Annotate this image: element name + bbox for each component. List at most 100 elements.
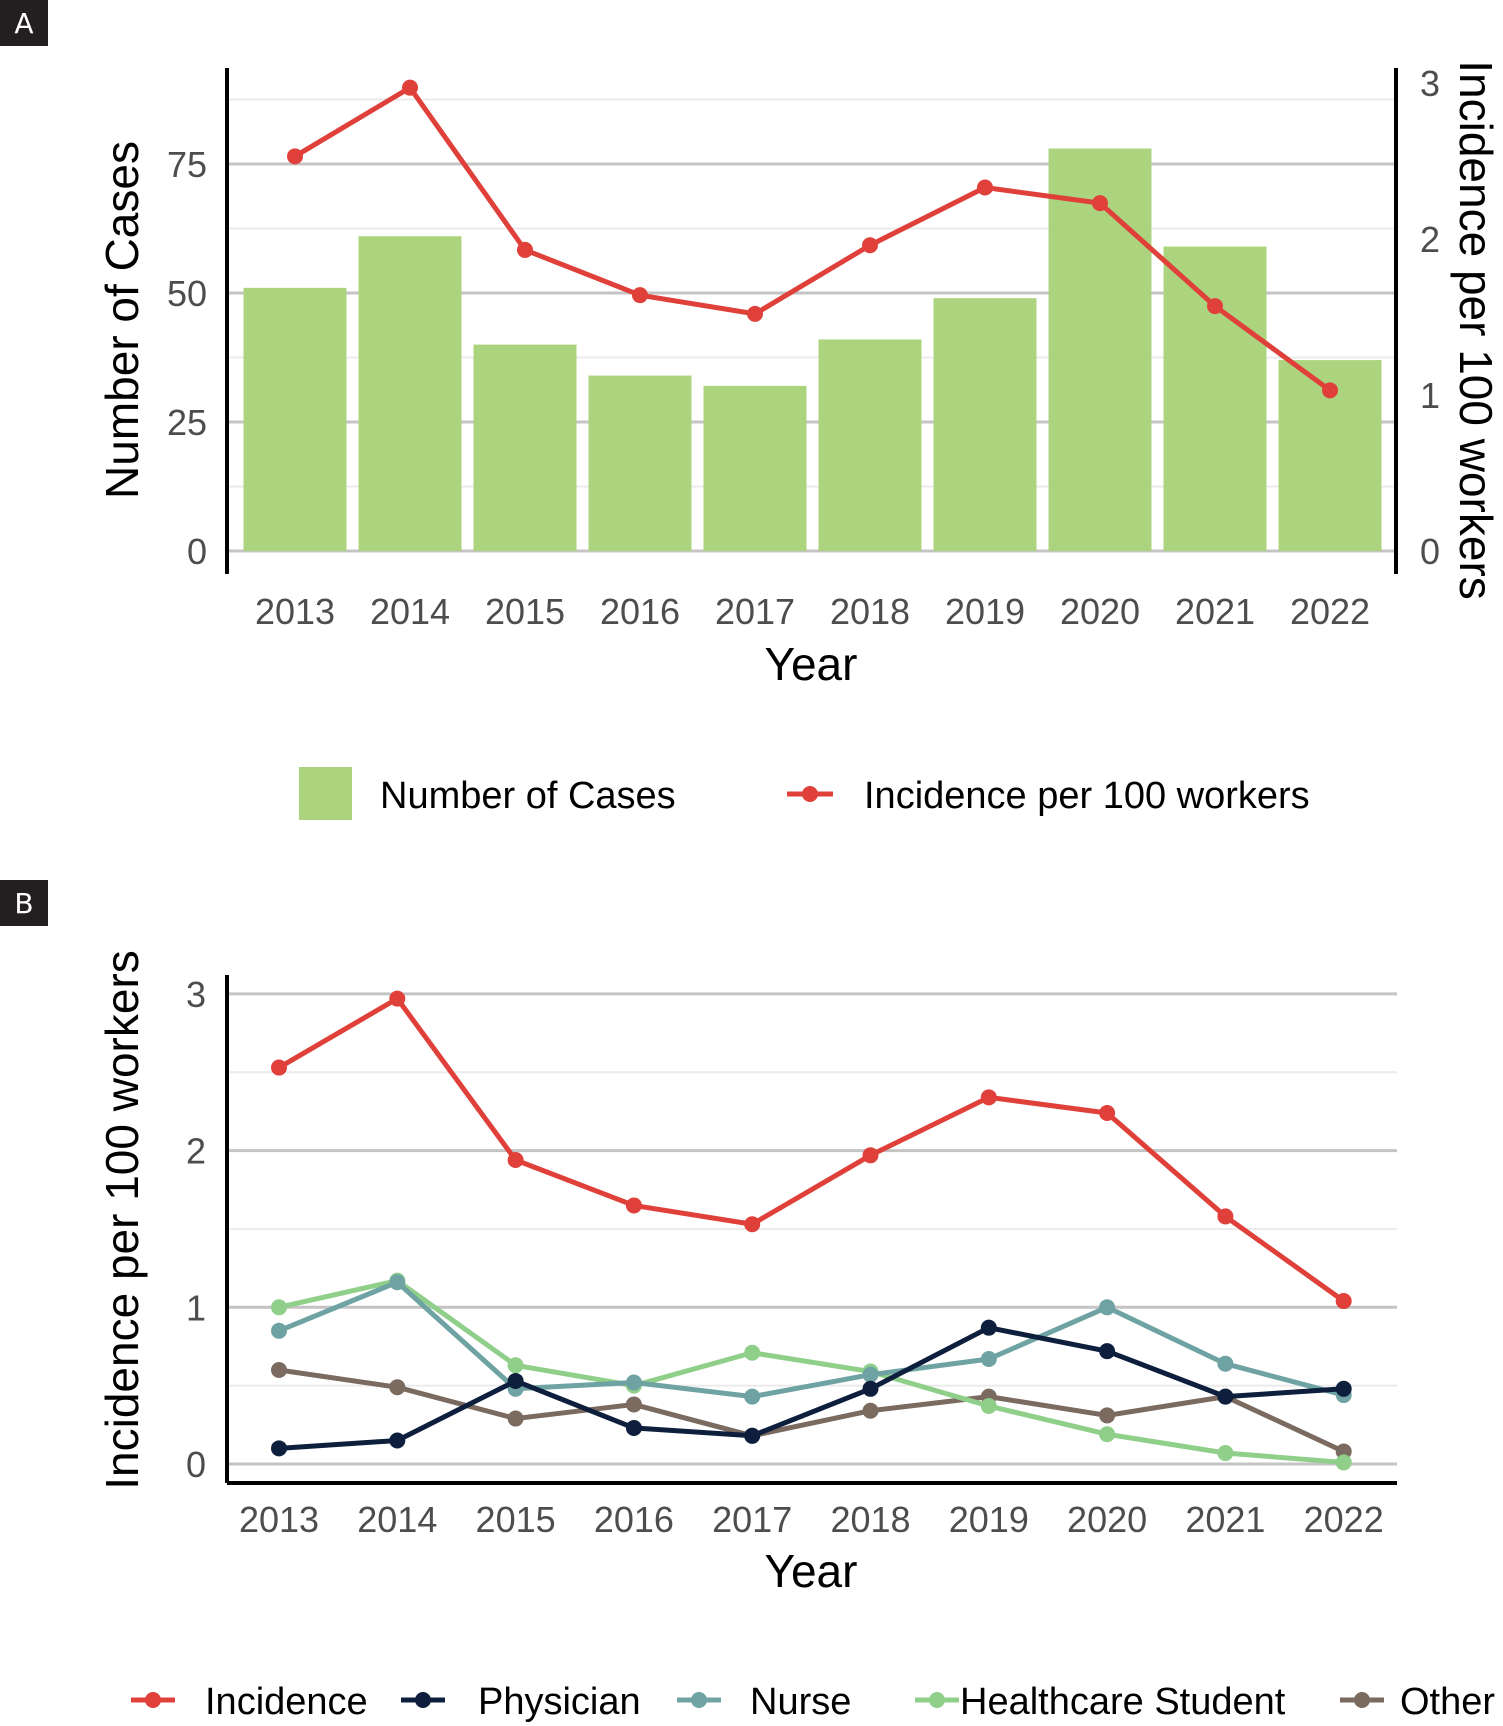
x-tick-label: 2018 xyxy=(830,591,910,632)
panel-b-tick-labels: 0 1 2 3 2013 2014 2015 2016 2017 2018 2019 2020 2021… xyxy=(186,974,1384,1540)
legend-label-incidence: Incidence xyxy=(205,1681,368,1723)
incidence-point-2014 xyxy=(402,79,418,96)
other-point-2018 xyxy=(862,1402,879,1419)
y2-tick-label: 1 xyxy=(1420,375,1440,416)
healthcare-student-point-2020 xyxy=(1099,1426,1116,1443)
incidence-point-2017 xyxy=(747,305,763,322)
incidence-point-2015 xyxy=(517,241,533,258)
legend-label-nurse: Nurse xyxy=(750,1681,851,1723)
nurse-line xyxy=(278,1279,1345,1400)
nurse-point-2013 xyxy=(271,1322,287,1339)
incidence-point-2019 xyxy=(980,1089,997,1106)
panel-a-bars xyxy=(243,148,1382,552)
x-tick-label: 2022 xyxy=(1304,1499,1384,1540)
panel-a-x-axis-title: Year xyxy=(765,638,858,690)
incidence-point-2020 xyxy=(1099,1104,1116,1121)
nurse-point-2017 xyxy=(744,1388,761,1405)
incidence-point-2022 xyxy=(1322,382,1338,399)
panel-a-axes xyxy=(225,68,1398,574)
healthcare-student-point-2013 xyxy=(271,1299,287,1316)
y-tick-label: 0 xyxy=(186,1444,206,1485)
bar-2021 xyxy=(1163,246,1267,551)
x-tick-label: 2016 xyxy=(594,1499,674,1540)
legend-label-other: Other xyxy=(1400,1681,1495,1723)
y-tick-label: 75 xyxy=(167,144,207,185)
y-tick-label: 0 xyxy=(187,531,207,572)
other-line xyxy=(278,1367,1345,1454)
incidence-point-2013 xyxy=(271,1059,287,1076)
bar-2015 xyxy=(473,344,577,551)
physician-line xyxy=(278,1325,1344,1451)
nurse-point-2018 xyxy=(862,1366,879,1383)
panel-a-legend: Number of Cases Incidence per 100 workers xyxy=(299,767,1310,820)
other-point-2013 xyxy=(271,1361,287,1378)
x-tick-label: 2016 xyxy=(600,591,680,632)
legend-point-incidence xyxy=(145,1692,161,1708)
bar-2014 xyxy=(358,236,462,552)
x-tick-label: 2014 xyxy=(370,591,450,632)
bar-2016 xyxy=(588,375,692,551)
y-tick-label: 25 xyxy=(167,402,207,443)
other-point-2020 xyxy=(1099,1407,1116,1424)
healthcare-student-point-2022 xyxy=(1335,1454,1352,1471)
panel-a-tick-labels: 0 25 50 75 0 1 2 3 2013 2014 2015 2016 2017 2018 2019 2… xyxy=(167,63,1440,632)
x-tick-label: 2020 xyxy=(1067,1499,1147,1540)
bar-2020 xyxy=(1048,148,1152,551)
legend-point-other xyxy=(1354,1692,1370,1708)
physician-point-2013 xyxy=(271,1440,287,1457)
y2-tick-label: 2 xyxy=(1420,219,1440,260)
y2-tick-label: 3 xyxy=(1420,63,1440,104)
healthcare-student-point-2017 xyxy=(744,1344,761,1361)
incidence-point-2014 xyxy=(389,990,406,1007)
x-tick-label: 2018 xyxy=(830,1499,910,1540)
legend-swatch-cases xyxy=(299,767,352,820)
physician-point-2018 xyxy=(862,1380,879,1397)
incidence-point-2015 xyxy=(507,1152,524,1169)
legend-point-healthcare-student xyxy=(929,1692,945,1708)
incidence-line xyxy=(277,996,1346,1304)
x-tick-label: 2013 xyxy=(239,1499,319,1540)
bar-2013 xyxy=(243,287,347,551)
incidence-point-2017 xyxy=(744,1216,761,1233)
x-tick-label: 2019 xyxy=(945,591,1025,632)
legend-point-incidence xyxy=(802,786,818,802)
x-tick-label: 2015 xyxy=(485,591,565,632)
y2-tick-label: 0 xyxy=(1420,531,1440,572)
x-tick-label: 2013 xyxy=(255,591,335,632)
nurse-point-2014 xyxy=(389,1274,406,1291)
incidence-point-2022 xyxy=(1335,1293,1352,1310)
healthcare-student-line xyxy=(278,1278,1344,1465)
bar-2018 xyxy=(818,339,922,551)
other-point-2016 xyxy=(625,1396,642,1413)
legend-label-healthcare-student: Healthcare Student xyxy=(960,1681,1286,1723)
other-point-2014 xyxy=(389,1379,406,1396)
panel-b-legend: Incidence Physician Nurse Healthcare Studen… xyxy=(131,1681,1495,1723)
x-tick-label: 2021 xyxy=(1185,1499,1265,1540)
legend-label-incidence: Incidence per 100 workers xyxy=(864,775,1310,817)
panel-b-axes xyxy=(225,975,1397,1485)
y-tick-label: 2 xyxy=(186,1131,206,1172)
physician-point-2016 xyxy=(625,1419,642,1436)
x-tick-label: 2017 xyxy=(715,591,795,632)
legend-label-physician: Physician xyxy=(478,1681,641,1723)
bar-2019 xyxy=(933,298,1037,551)
nurse-point-2020 xyxy=(1099,1299,1116,1316)
nurse-point-2021 xyxy=(1217,1355,1234,1372)
panel-a-incidence-line xyxy=(287,79,1338,399)
incidence-point-2018 xyxy=(862,237,878,254)
panel-b-chart: 0 1 2 3 2013 2014 2015 2016 2017 2018 2019 2020 2021… xyxy=(96,950,1495,1723)
x-tick-label: 2021 xyxy=(1175,591,1255,632)
incidence-point-2013 xyxy=(287,148,303,165)
y-tick-label: 50 xyxy=(167,273,207,314)
nurse-point-2019 xyxy=(980,1351,997,1368)
physician-point-2017 xyxy=(744,1427,761,1444)
legend-point-physician xyxy=(415,1692,431,1708)
y-tick-label: 3 xyxy=(186,974,206,1015)
panel-a-y-axis-title: Number of Cases xyxy=(96,141,148,499)
x-tick-label: 2015 xyxy=(476,1499,556,1540)
panel-b-series-lines xyxy=(271,990,1352,1471)
incidence-point-2020 xyxy=(1092,195,1108,212)
healthcare-student-point-2019 xyxy=(980,1398,997,1415)
physician-point-2020 xyxy=(1099,1343,1116,1360)
